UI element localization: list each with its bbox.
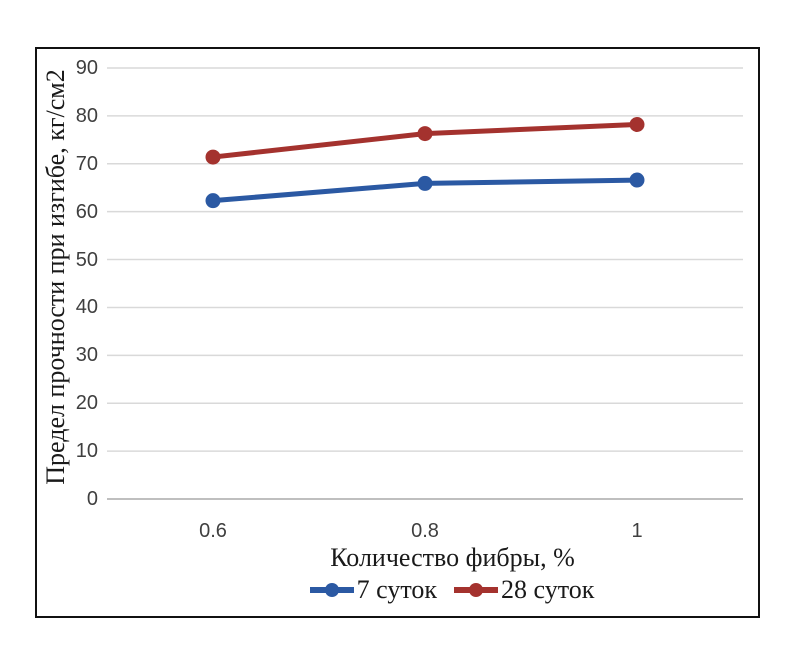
x-tick-label: 0.8	[411, 520, 439, 542]
chart-frame: 0 10 20 30 40 50 60 70 80 90 0.6 0.8 1 Предел прочн…	[35, 47, 760, 618]
legend-label: 28 суток	[501, 575, 595, 604]
y-tick-label: 30	[75, 344, 98, 367]
legend-marker-icon	[454, 583, 498, 597]
data-point-marker	[205, 149, 221, 165]
y-tick-label: 10	[75, 440, 98, 463]
legend-dot	[324, 583, 339, 597]
y-tick-label: 70	[75, 152, 98, 175]
plot-area	[107, 67, 743, 500]
x-axis-title: Количество фибры, %	[330, 543, 575, 572]
data-point-marker	[417, 175, 433, 191]
legend-item: 28 суток	[453, 575, 594, 605]
legend-label: 7 суток	[356, 575, 437, 604]
legend-item: 7 суток	[309, 575, 437, 605]
data-point-marker	[629, 172, 645, 188]
y-tick-label: 60	[75, 200, 98, 223]
y-tick-label: 50	[75, 248, 98, 271]
y-tick-label: 0	[86, 488, 98, 510]
y-tick-label: 90	[75, 57, 98, 79]
y-tick-label: 80	[75, 104, 98, 127]
x-tick-label: 0.6	[199, 520, 227, 542]
x-tick-label: 1	[631, 520, 643, 542]
data-point-marker	[205, 193, 221, 209]
legend-marker-icon	[309, 583, 354, 597]
y-tick-label: 40	[75, 296, 98, 319]
data-point-marker	[629, 117, 645, 133]
y-tick-label: 20	[75, 392, 98, 415]
y-axis-title: Предел прочности при изгибе, кг/см2	[41, 69, 70, 485]
legend: 7 суток 28 суток	[91, 574, 804, 606]
data-point-marker	[417, 126, 433, 142]
legend-dot	[469, 583, 483, 597]
